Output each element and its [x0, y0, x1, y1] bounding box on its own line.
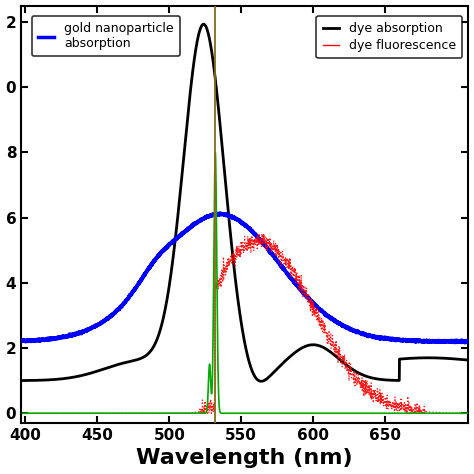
Legend: dye absorption, dye fluorescence: dye absorption, dye fluorescence — [316, 16, 462, 58]
X-axis label: Wavelength (nm): Wavelength (nm) — [137, 448, 353, 468]
